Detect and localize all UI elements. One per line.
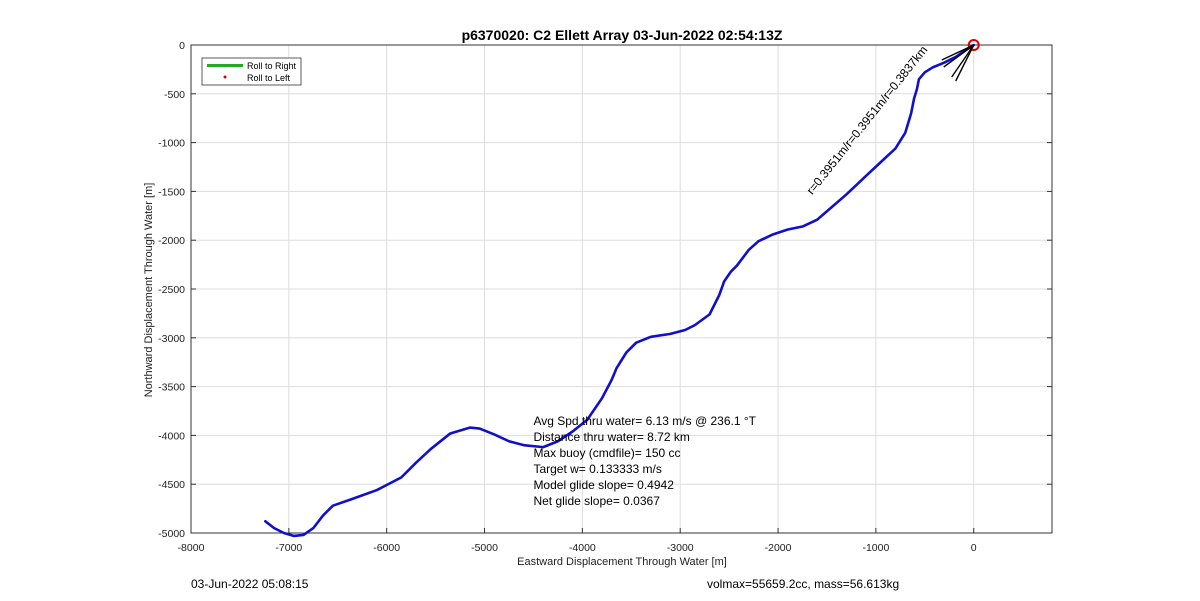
y-tick-label: -3000 bbox=[158, 333, 185, 345]
x-tick-label: -5000 bbox=[471, 542, 498, 554]
stat-line: Distance thru water= 8.72 km bbox=[533, 430, 689, 444]
stat-line: Target w= 0.133333 m/s bbox=[533, 462, 661, 476]
y-tick-label: -3500 bbox=[158, 382, 185, 394]
legend: Roll to Right Roll to Left bbox=[201, 57, 302, 86]
y-tick-label: 0 bbox=[179, 40, 185, 52]
x-tick-label: -2000 bbox=[765, 542, 792, 554]
start-marker bbox=[967, 39, 980, 51]
stat-line: Model glide slope= 0.4942 bbox=[533, 478, 674, 492]
direction-arrows bbox=[941, 44, 975, 82]
series-line bbox=[264, 43, 976, 538]
stat-line: Net glide slope= 0.0367 bbox=[533, 494, 660, 508]
series-layer bbox=[264, 39, 980, 538]
y-tick-label: -500 bbox=[164, 89, 185, 101]
y-axis-label: Northward Displacement Through Water [m] bbox=[143, 183, 155, 398]
direction-arrow bbox=[943, 44, 975, 68]
y-tick-label: -4500 bbox=[158, 479, 185, 491]
legend-swatch-roll-left bbox=[223, 75, 227, 79]
legend-label-roll-left: Roll to Left bbox=[247, 73, 291, 83]
y-tick-label: -1000 bbox=[158, 138, 185, 150]
x-tick-label: -1000 bbox=[862, 542, 889, 554]
x-tick-label: -8000 bbox=[178, 542, 205, 554]
x-tick-label: -6000 bbox=[373, 542, 400, 554]
y-axis-ticks: 0 -500 -1000 -1500 -2000 -2500 -3000 -3500 -4000… bbox=[158, 40, 1052, 540]
y-tick-label: -2500 bbox=[158, 284, 185, 296]
y-tick-label: -2000 bbox=[158, 235, 185, 247]
stat-line: Max buoy (cmdfile)= 150 cc bbox=[533, 446, 680, 460]
legend-label-roll-right: Roll to Right bbox=[247, 61, 297, 71]
y-tick-label: -1500 bbox=[158, 186, 185, 198]
legend-box bbox=[201, 57, 302, 86]
y-tick-label: -5000 bbox=[158, 528, 185, 540]
stats-block: Avg Spd thru water= 6.13 m/s @ 236.1 °T D… bbox=[533, 414, 756, 508]
x-axis-ticks: -8000 -7000 -6000 -5000 -4000 -3000 -2000 -1000… bbox=[178, 528, 977, 554]
x-tick-label: 0 bbox=[971, 542, 977, 554]
footer-mass-info: volmax=55659.2cc, mass=56.613kg bbox=[707, 577, 900, 591]
x-tick-label: -3000 bbox=[667, 542, 694, 554]
stat-line: Avg Spd thru water= 6.13 m/s @ 236.1 °T bbox=[533, 414, 756, 428]
direction-arrow bbox=[955, 44, 975, 82]
direction-arrow bbox=[951, 44, 975, 78]
grid bbox=[190, 44, 1052, 534]
direction-arrow bbox=[941, 44, 975, 61]
x-tick-label: -7000 bbox=[275, 542, 302, 554]
y-tick-label: -4000 bbox=[158, 430, 185, 442]
x-tick-label: -4000 bbox=[569, 542, 596, 554]
x-axis-label: Eastward Displacement Through Water [m] bbox=[517, 556, 727, 568]
chart-title: p6370020: C2 Ellett Array 03-Jun-2022 02… bbox=[462, 27, 783, 43]
footer-timestamp: 03-Jun-2022 05:08:15 bbox=[191, 577, 309, 591]
